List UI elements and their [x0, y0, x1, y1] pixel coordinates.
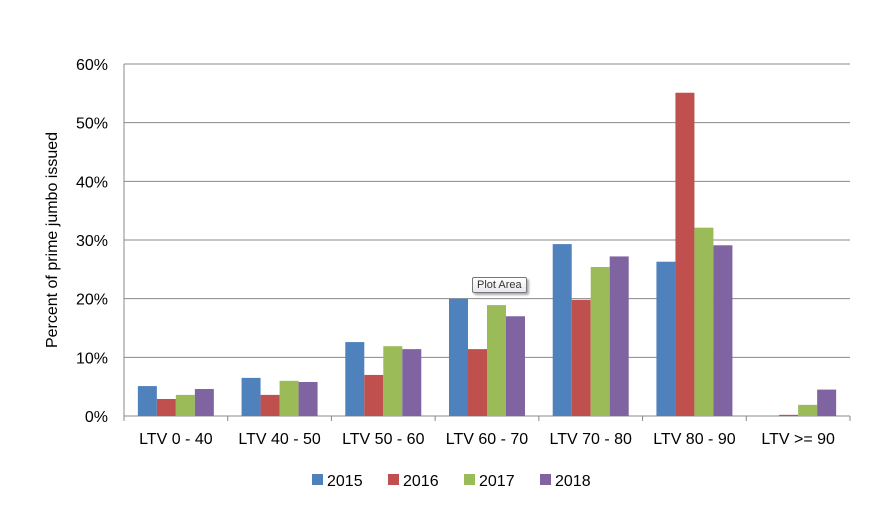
- bar-2015: [656, 261, 676, 416]
- bar-2018: [817, 389, 837, 416]
- legend-swatch-2015: [312, 474, 323, 485]
- legend-swatch-2017: [464, 474, 475, 485]
- x-tick-label: LTV 60 - 70: [446, 431, 529, 448]
- bar-2017: [590, 266, 610, 416]
- y-tick-label: 20%: [76, 292, 108, 309]
- bar-2018: [713, 245, 733, 416]
- bar-2018: [506, 316, 525, 416]
- x-tick-label: LTV 70 - 80: [550, 431, 633, 448]
- legend-swatch-2016: [388, 474, 399, 485]
- y-axis-label: Percent of prime jumbo issued: [44, 132, 61, 348]
- y-tick-label: 40%: [76, 174, 108, 191]
- y-tick-label: 10%: [76, 350, 108, 367]
- y-tick-label: 0%: [85, 409, 108, 426]
- bar-2017: [279, 380, 299, 416]
- x-tick-label: LTV >= 90: [761, 431, 835, 448]
- bar-2017: [487, 305, 506, 416]
- bar-2016: [571, 299, 591, 416]
- bar-2018: [298, 381, 318, 416]
- x-tick-label: LTV 80 - 90: [653, 431, 736, 448]
- bar-2015: [449, 298, 468, 416]
- legend-label: 2015: [327, 473, 363, 490]
- legend-swatch-2018: [540, 474, 551, 485]
- bar-2018: [609, 256, 629, 416]
- x-tick-label: LTV 50 - 60: [342, 431, 425, 448]
- bar-2017: [383, 346, 403, 416]
- y-tick-label: 30%: [76, 233, 108, 250]
- bar-2016: [364, 374, 384, 416]
- bar-2017: [175, 394, 195, 416]
- bar-2017: [798, 404, 818, 416]
- plot-area-tooltip: Plot Area: [472, 277, 527, 293]
- x-tick-label: LTV 0 - 40: [139, 431, 213, 448]
- bar-2018: [402, 349, 422, 416]
- bar-2016: [675, 92, 695, 416]
- bar-2016: [156, 398, 176, 416]
- bar-2016: [468, 349, 487, 416]
- y-tick-label: 50%: [76, 116, 108, 133]
- x-tick-label: LTV 40 - 50: [238, 431, 321, 448]
- bar-2016: [260, 394, 280, 416]
- bar-2015: [345, 342, 365, 416]
- bar-2018: [194, 389, 214, 416]
- legend-label: 2018: [555, 473, 591, 490]
- bar-2017: [694, 227, 714, 416]
- bar-2015: [241, 377, 261, 416]
- bar-2015: [552, 244, 572, 416]
- y-tick-label: 60%: [76, 57, 108, 74]
- bar-2015: [137, 386, 157, 416]
- legend-label: 2017: [479, 473, 515, 490]
- bar-2016: [779, 414, 799, 416]
- legend-label: 2016: [403, 473, 439, 490]
